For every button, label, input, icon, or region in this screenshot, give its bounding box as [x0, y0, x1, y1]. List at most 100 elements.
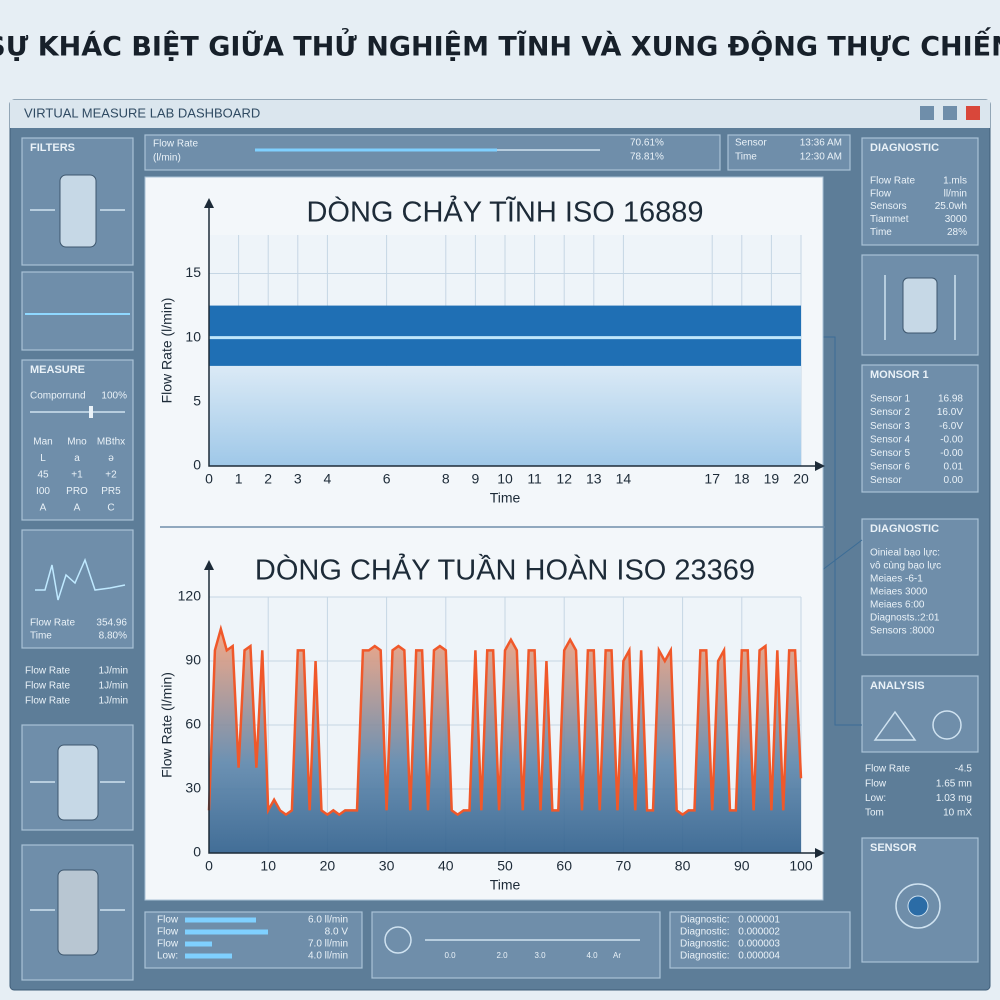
- maximize-button[interactable]: [943, 106, 957, 120]
- grid-cell: 45: [37, 470, 49, 481]
- row-label: Flow: [157, 927, 179, 938]
- reading: 70.61%: [630, 138, 664, 149]
- row-label: Time: [870, 227, 892, 238]
- axis-arrow: [815, 461, 825, 471]
- row-value: 1J/min: [99, 681, 128, 692]
- row-label: Diagnostic:: [680, 927, 729, 938]
- x-tick-label: 13: [586, 471, 602, 487]
- window-title: VIRTUAL MEASURE LAB DASHBOARD: [24, 105, 260, 120]
- row-label: Diagnostic:: [680, 939, 729, 950]
- y-tick-label: 120: [178, 588, 202, 604]
- top-panel: [144, 134, 721, 171]
- row-label: Sensor 6: [870, 462, 910, 473]
- grid-cell: +2: [105, 470, 117, 481]
- grid-cell: Man: [33, 437, 52, 448]
- axes: [208, 562, 823, 854]
- scale-label: 0.0: [444, 951, 456, 960]
- row-label: Flow Rate: [25, 696, 70, 707]
- minimize-button[interactable]: [920, 106, 934, 120]
- row-value: 4.0 ll/min: [308, 951, 348, 962]
- sensor-panel: [727, 134, 851, 171]
- row-value: 12:30 AM: [800, 152, 842, 163]
- row-value: 354.96: [96, 618, 127, 629]
- row-value: -0.00: [940, 434, 963, 445]
- x-tick-label: 0: [205, 858, 213, 874]
- line-text: Oinieal bạo lực:: [870, 548, 940, 559]
- x-tick-label: 19: [764, 471, 780, 487]
- x-tick-label: 6: [383, 471, 391, 487]
- row-value: 10 mX: [943, 808, 972, 819]
- row-value: 25.0wh: [935, 201, 967, 212]
- x-tick-label: 0: [205, 471, 213, 487]
- x-tick-label: 40: [438, 858, 454, 874]
- y-axis-label: Flow Rate (l/min): [159, 672, 175, 778]
- chart-title: DÒNG CHẢY TUẦN HOÀN ISO 23369: [255, 553, 755, 587]
- row-label: Flow Rate: [865, 764, 910, 775]
- axis-arrow: [815, 848, 825, 858]
- grid-cell: Mno: [67, 437, 87, 448]
- line-text: Meiaes 3000: [870, 587, 928, 598]
- row-label: Sensor 3: [870, 421, 910, 432]
- row-label: Flow Rate: [25, 681, 70, 692]
- axis-arrow: [204, 560, 214, 570]
- grid-cell: L: [40, 453, 46, 464]
- x-tick-label: 18: [734, 471, 750, 487]
- row-value: 8.80%: [99, 631, 127, 642]
- panel-title: SENSOR: [870, 842, 917, 854]
- row-value: 0.000004: [738, 951, 780, 962]
- triangle-icon: [873, 710, 917, 741]
- y-tick-label: 5: [193, 393, 201, 409]
- row-label: Flow Rate: [870, 176, 915, 187]
- row-value: 0.000001: [738, 915, 780, 926]
- row-value: -6.0V: [939, 421, 963, 432]
- x-tick-label: 10: [497, 471, 513, 487]
- x-tick-label: 10: [260, 858, 276, 874]
- row-value: 1.65 mn: [936, 778, 972, 789]
- row-value: 0.000003: [738, 939, 780, 950]
- row-label: Sensor 2: [870, 407, 910, 418]
- value: 100%: [101, 391, 127, 402]
- row-value: 6.0 ll/min: [308, 915, 348, 926]
- decorations: [25, 148, 962, 959]
- grid-cell: I00: [36, 486, 50, 497]
- grid-cell: ə: [108, 453, 114, 464]
- row-label: Flow: [157, 939, 179, 950]
- line-text: Meiaes -6-1: [870, 574, 923, 585]
- x-tick-label: 3: [294, 471, 302, 487]
- scale-panel: [371, 911, 661, 979]
- label: Flow Rate: [153, 139, 198, 150]
- label: (l/min): [153, 153, 181, 164]
- grid-panel: [21, 271, 134, 351]
- row-value: 3000: [945, 214, 968, 225]
- reading: 78.81%: [630, 152, 664, 163]
- grid-cell: +1: [71, 470, 83, 481]
- y-tick-label: 60: [185, 716, 201, 732]
- row-label: Time: [735, 152, 757, 163]
- row-label: Low:: [865, 793, 886, 804]
- row-label: Low:: [157, 951, 178, 962]
- x-tick-label: 4: [324, 471, 332, 487]
- filter-icon: [57, 869, 99, 956]
- x-tick-label: 14: [616, 471, 632, 487]
- axis-arrow: [204, 198, 214, 208]
- band-fill: [209, 365, 801, 466]
- row-label: Diagnostic:: [680, 915, 729, 926]
- close-button[interactable]: [966, 106, 980, 120]
- x-tick-label: 11: [527, 471, 542, 487]
- panel-title: DIAGNOSTIC: [870, 142, 939, 154]
- scale-label: 2.0: [496, 951, 508, 960]
- row-value: 16.0V: [937, 407, 963, 418]
- row-label: Flow: [157, 915, 179, 926]
- row-label: Flow Rate: [25, 666, 70, 677]
- x-tick-label: 8: [442, 471, 450, 487]
- line-text: Sensors :8000: [870, 626, 935, 637]
- panels: [21, 134, 979, 981]
- row-label: Diagnostic:: [680, 951, 729, 962]
- grid-cell: C: [107, 503, 114, 514]
- target-core: [907, 895, 929, 917]
- x-tick-label: 17: [704, 471, 720, 487]
- x-tick-label: 60: [556, 858, 572, 874]
- line-text: Diagnosts.:2:01: [870, 613, 940, 624]
- y-tick-label: 30: [185, 780, 201, 796]
